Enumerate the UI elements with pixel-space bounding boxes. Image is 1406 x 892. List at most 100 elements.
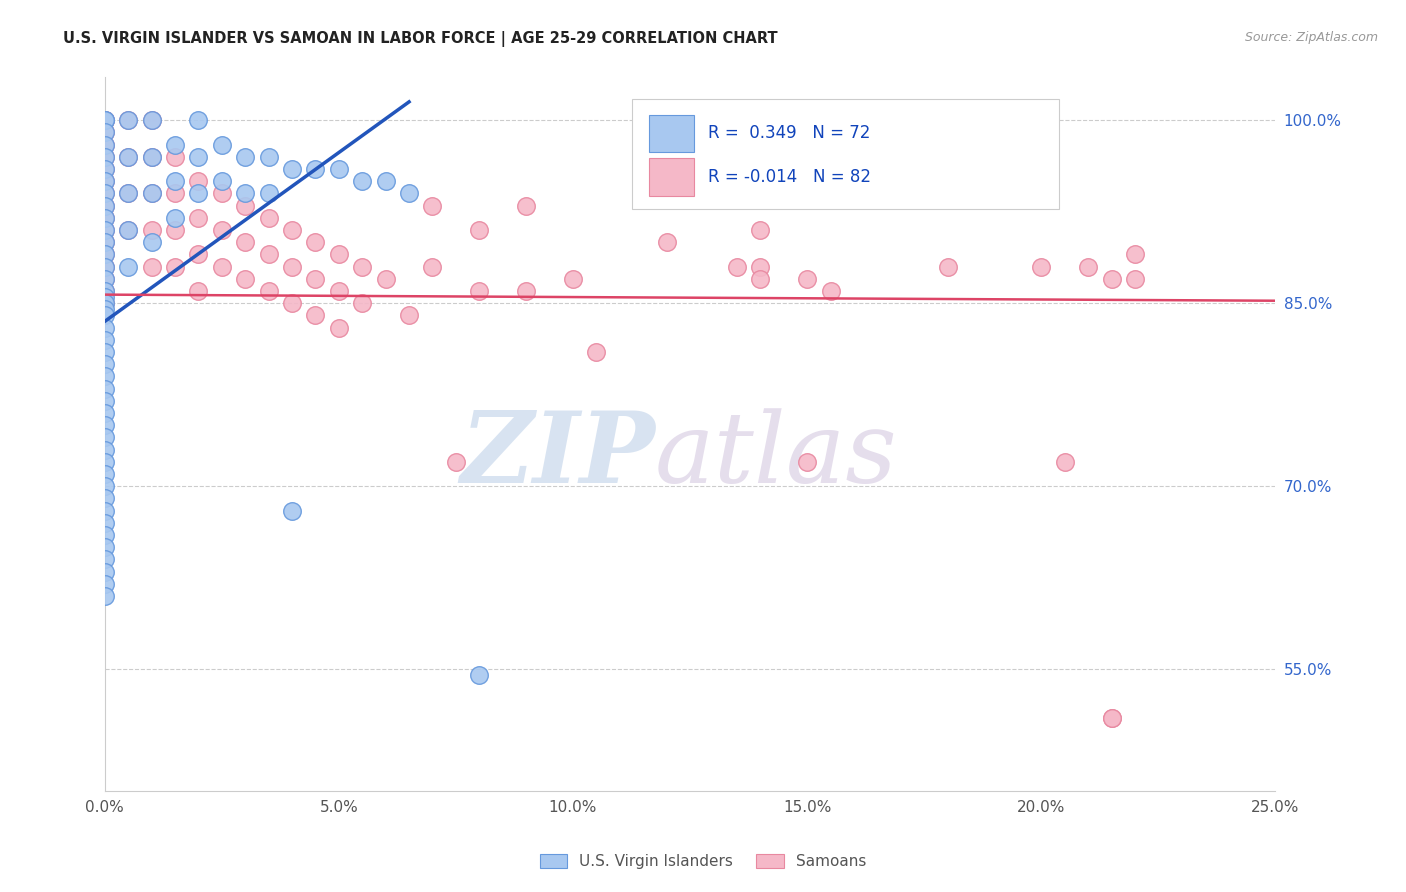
Point: [93, 418, 115, 433]
Text: R =  0.349   N = 72: R = 0.349 N = 72: [707, 125, 870, 143]
Point: [233, 272, 256, 286]
Point: [1101, 711, 1123, 725]
Point: [1053, 455, 1076, 469]
Point: [117, 113, 139, 128]
Point: [93, 491, 115, 506]
Point: [93, 211, 115, 225]
Point: [93, 284, 115, 298]
Point: [93, 125, 115, 139]
Point: [328, 284, 350, 298]
Point: [117, 150, 139, 164]
Point: [93, 503, 115, 517]
Point: [93, 302, 115, 317]
Point: [93, 552, 115, 566]
Point: [93, 272, 115, 286]
Point: [93, 125, 115, 139]
Point: [749, 272, 772, 286]
Point: [117, 223, 139, 237]
Point: [1077, 260, 1099, 274]
Point: [93, 174, 115, 188]
FancyBboxPatch shape: [631, 99, 1059, 210]
Point: [936, 260, 959, 274]
Point: [163, 223, 186, 237]
Point: [328, 161, 350, 176]
Legend: U.S. Virgin Islanders, Samoans: U.S. Virgin Islanders, Samoans: [534, 847, 872, 875]
Point: [93, 235, 115, 249]
Point: [93, 369, 115, 384]
Point: [93, 565, 115, 579]
Point: [257, 247, 280, 261]
Point: [211, 260, 233, 274]
Point: [422, 260, 444, 274]
Point: [163, 211, 186, 225]
Point: [93, 150, 115, 164]
Point: [749, 260, 772, 274]
Point: [233, 150, 256, 164]
Point: [374, 272, 396, 286]
Point: [398, 309, 420, 323]
Point: [257, 284, 280, 298]
Point: [187, 174, 209, 188]
Point: [93, 528, 115, 542]
Point: [93, 430, 115, 444]
Point: [93, 174, 115, 188]
Point: [93, 382, 115, 396]
Point: [163, 186, 186, 201]
Point: [93, 320, 115, 334]
Point: [562, 272, 585, 286]
Point: [141, 113, 163, 128]
Bar: [650, 115, 693, 152]
Point: [422, 198, 444, 212]
Point: [141, 186, 163, 201]
Point: [444, 455, 467, 469]
Point: [93, 333, 115, 347]
Point: [187, 186, 209, 201]
Point: [93, 113, 115, 128]
Point: [93, 540, 115, 554]
Point: [187, 211, 209, 225]
Point: [187, 150, 209, 164]
Point: [374, 174, 396, 188]
Point: [93, 296, 115, 310]
Point: [93, 309, 115, 323]
Text: R = -0.014   N = 82: R = -0.014 N = 82: [707, 168, 870, 186]
Point: [93, 296, 115, 310]
Point: [211, 186, 233, 201]
Point: [585, 345, 607, 359]
Point: [468, 284, 491, 298]
Point: [93, 589, 115, 603]
Point: [93, 260, 115, 274]
Point: [93, 479, 115, 493]
Point: [93, 290, 115, 304]
Point: [141, 150, 163, 164]
Point: [655, 235, 678, 249]
Point: [93, 393, 115, 408]
Point: [328, 247, 350, 261]
Point: [468, 223, 491, 237]
Point: [749, 223, 772, 237]
Point: [187, 113, 209, 128]
Point: [820, 284, 842, 298]
Point: [468, 668, 491, 682]
Point: [93, 198, 115, 212]
Point: [93, 357, 115, 371]
Point: [117, 150, 139, 164]
Point: [93, 406, 115, 420]
Point: [328, 320, 350, 334]
Point: [93, 211, 115, 225]
Point: [1031, 260, 1053, 274]
Point: [141, 150, 163, 164]
Text: atlas: atlas: [655, 409, 897, 503]
Point: [93, 137, 115, 152]
Point: [117, 186, 139, 201]
Point: [281, 260, 304, 274]
Point: [93, 198, 115, 212]
Point: [304, 161, 326, 176]
Point: [257, 186, 280, 201]
Point: [211, 137, 233, 152]
Point: [187, 284, 209, 298]
Point: [352, 260, 374, 274]
Point: [163, 150, 186, 164]
Point: [281, 161, 304, 176]
Point: [117, 186, 139, 201]
